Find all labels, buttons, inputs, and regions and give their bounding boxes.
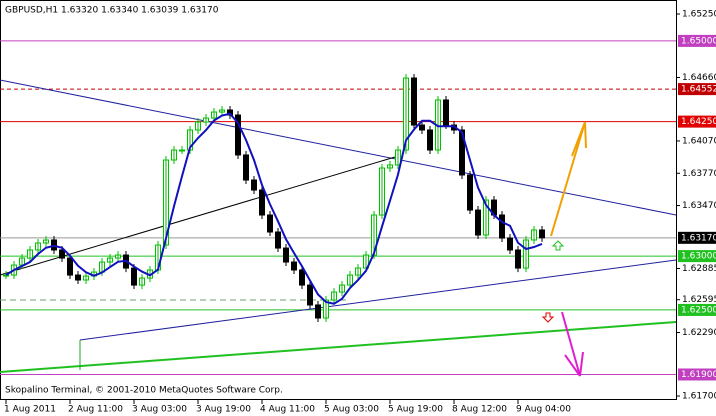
y-tick-label: 1.62885 xyxy=(682,264,716,274)
y-tick-label: 1.64660 xyxy=(682,73,716,83)
x-tick-label: 2 Aug 11:00 xyxy=(68,405,123,415)
level-label: 1.63170 xyxy=(681,233,716,243)
y-tick-label: 1.65250 xyxy=(682,9,716,19)
x-tick-label: 1 Aug 2011 xyxy=(4,405,56,415)
x-tick-label: 8 Aug 12:00 xyxy=(452,405,507,415)
level-label-box xyxy=(678,115,716,128)
level-label-box xyxy=(678,250,716,263)
level-label-box xyxy=(678,83,716,96)
levels xyxy=(0,40,676,375)
trend-line xyxy=(0,321,677,373)
level-label: 1.63000 xyxy=(681,252,716,262)
level-label: 1.62500 xyxy=(681,305,716,315)
plot-frame xyxy=(0,0,677,400)
footer: Skopalino Terminal, © 2001-2010 MetaQuot… xyxy=(5,386,283,396)
y-tick-label: 1.63770 xyxy=(682,169,716,179)
level-label: 1.61900 xyxy=(681,370,716,380)
trend-line xyxy=(79,259,677,341)
level-label: 1.64552 xyxy=(681,85,716,95)
level-label: 1.65000 xyxy=(681,36,716,46)
level-label: 1.64250 xyxy=(681,117,716,127)
x-tick-label: 3 Aug 19:00 xyxy=(196,405,251,415)
sell-icon xyxy=(541,312,555,323)
up-arrow xyxy=(550,121,587,237)
x-tick-label: 5 Aug 19:00 xyxy=(388,405,443,415)
candles xyxy=(3,74,545,322)
y-tick-label: 1.62290 xyxy=(682,328,716,338)
y-tick-label: 1.62595 xyxy=(682,295,716,305)
x-tick-label: 3 Aug 03:00 xyxy=(132,405,187,415)
level-label-box xyxy=(678,368,716,381)
x-tick-label: 4 Aug 11:00 xyxy=(260,405,315,415)
down-arrow xyxy=(561,311,584,377)
trend-line xyxy=(0,156,396,276)
level-label-box xyxy=(678,231,716,244)
level-label-box xyxy=(678,303,716,316)
x-tick-label: 5 Aug 03:00 xyxy=(324,405,379,415)
y-tick-label: 1.63470 xyxy=(682,201,716,211)
buy-icon xyxy=(551,240,565,251)
y-tick-label: 1.61700 xyxy=(682,392,716,402)
level-label-box xyxy=(678,34,716,47)
chart-title: GBPUSD,H1 1.63320 1.63340 1.63039 1.6317… xyxy=(5,6,219,16)
moving-average xyxy=(5,112,543,305)
y-tick-label: 1.64070 xyxy=(682,136,716,146)
x-tick-label: 9 Aug 04:00 xyxy=(516,405,571,415)
